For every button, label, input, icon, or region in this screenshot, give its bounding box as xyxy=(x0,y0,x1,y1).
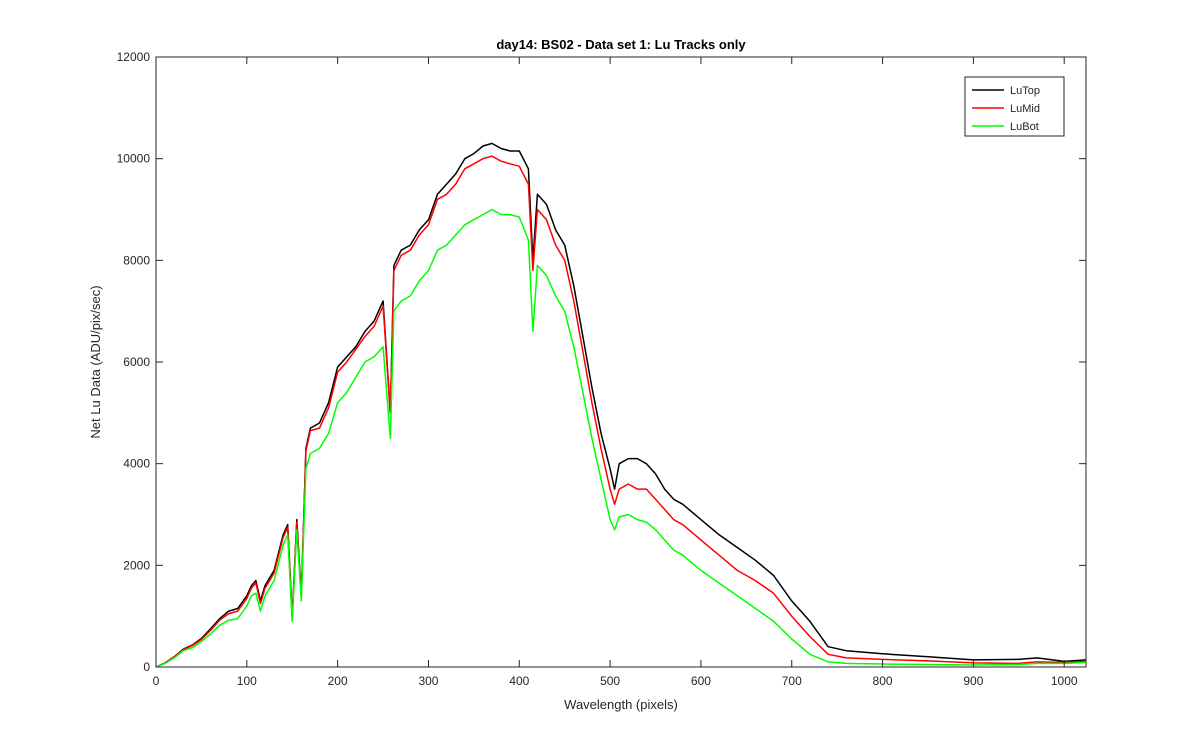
series-layer xyxy=(155,142,1087,668)
x-tick-label: 500 xyxy=(600,674,620,688)
x-tick-label: 200 xyxy=(328,674,348,688)
y-tick-label: 10000 xyxy=(117,152,151,166)
y-tick-label: 2000 xyxy=(123,558,150,572)
series-line-lumid xyxy=(155,155,1087,668)
y-tick-label: 4000 xyxy=(123,457,150,471)
y-tick-label: 12000 xyxy=(117,50,151,64)
x-tick-label: 700 xyxy=(782,674,802,688)
x-tick-label: 600 xyxy=(691,674,711,688)
series-line-lubot xyxy=(155,208,1087,668)
y-tick-label: 8000 xyxy=(123,253,150,267)
x-axis-title: Wavelength (pixels) xyxy=(564,697,678,712)
x-axis: 0 100 200 300 400 500 600 700 800 900 1000 xyxy=(153,57,1078,688)
x-tick-label: 300 xyxy=(418,674,438,688)
x-tick-label: 800 xyxy=(873,674,893,688)
chart-title: day14: BS02 - Data set 1: Lu Tracks only xyxy=(496,37,746,52)
y-axis-title: Net Lu Data (ADU/pix/sec) xyxy=(88,285,103,438)
x-tick-label: 900 xyxy=(963,674,983,688)
x-tick-label: 1000 xyxy=(1051,674,1078,688)
x-tick-label: 400 xyxy=(509,674,529,688)
y-axis: 0 2000 4000 6000 8000 10000 12000 xyxy=(117,50,1086,674)
x-tick-label: 100 xyxy=(237,674,257,688)
x-tick-label: 0 xyxy=(153,674,160,688)
y-tick-label: 0 xyxy=(143,660,150,674)
y-tick-label: 6000 xyxy=(123,355,150,369)
legend: LuTop LuMid LuBot xyxy=(964,76,1065,137)
legend-label-lumid: LuMid xyxy=(1010,103,1040,115)
legend-label-lutop: LuTop xyxy=(1010,85,1040,97)
plot-area xyxy=(155,56,1087,668)
legend-label-lubot: LuBot xyxy=(1010,121,1039,133)
